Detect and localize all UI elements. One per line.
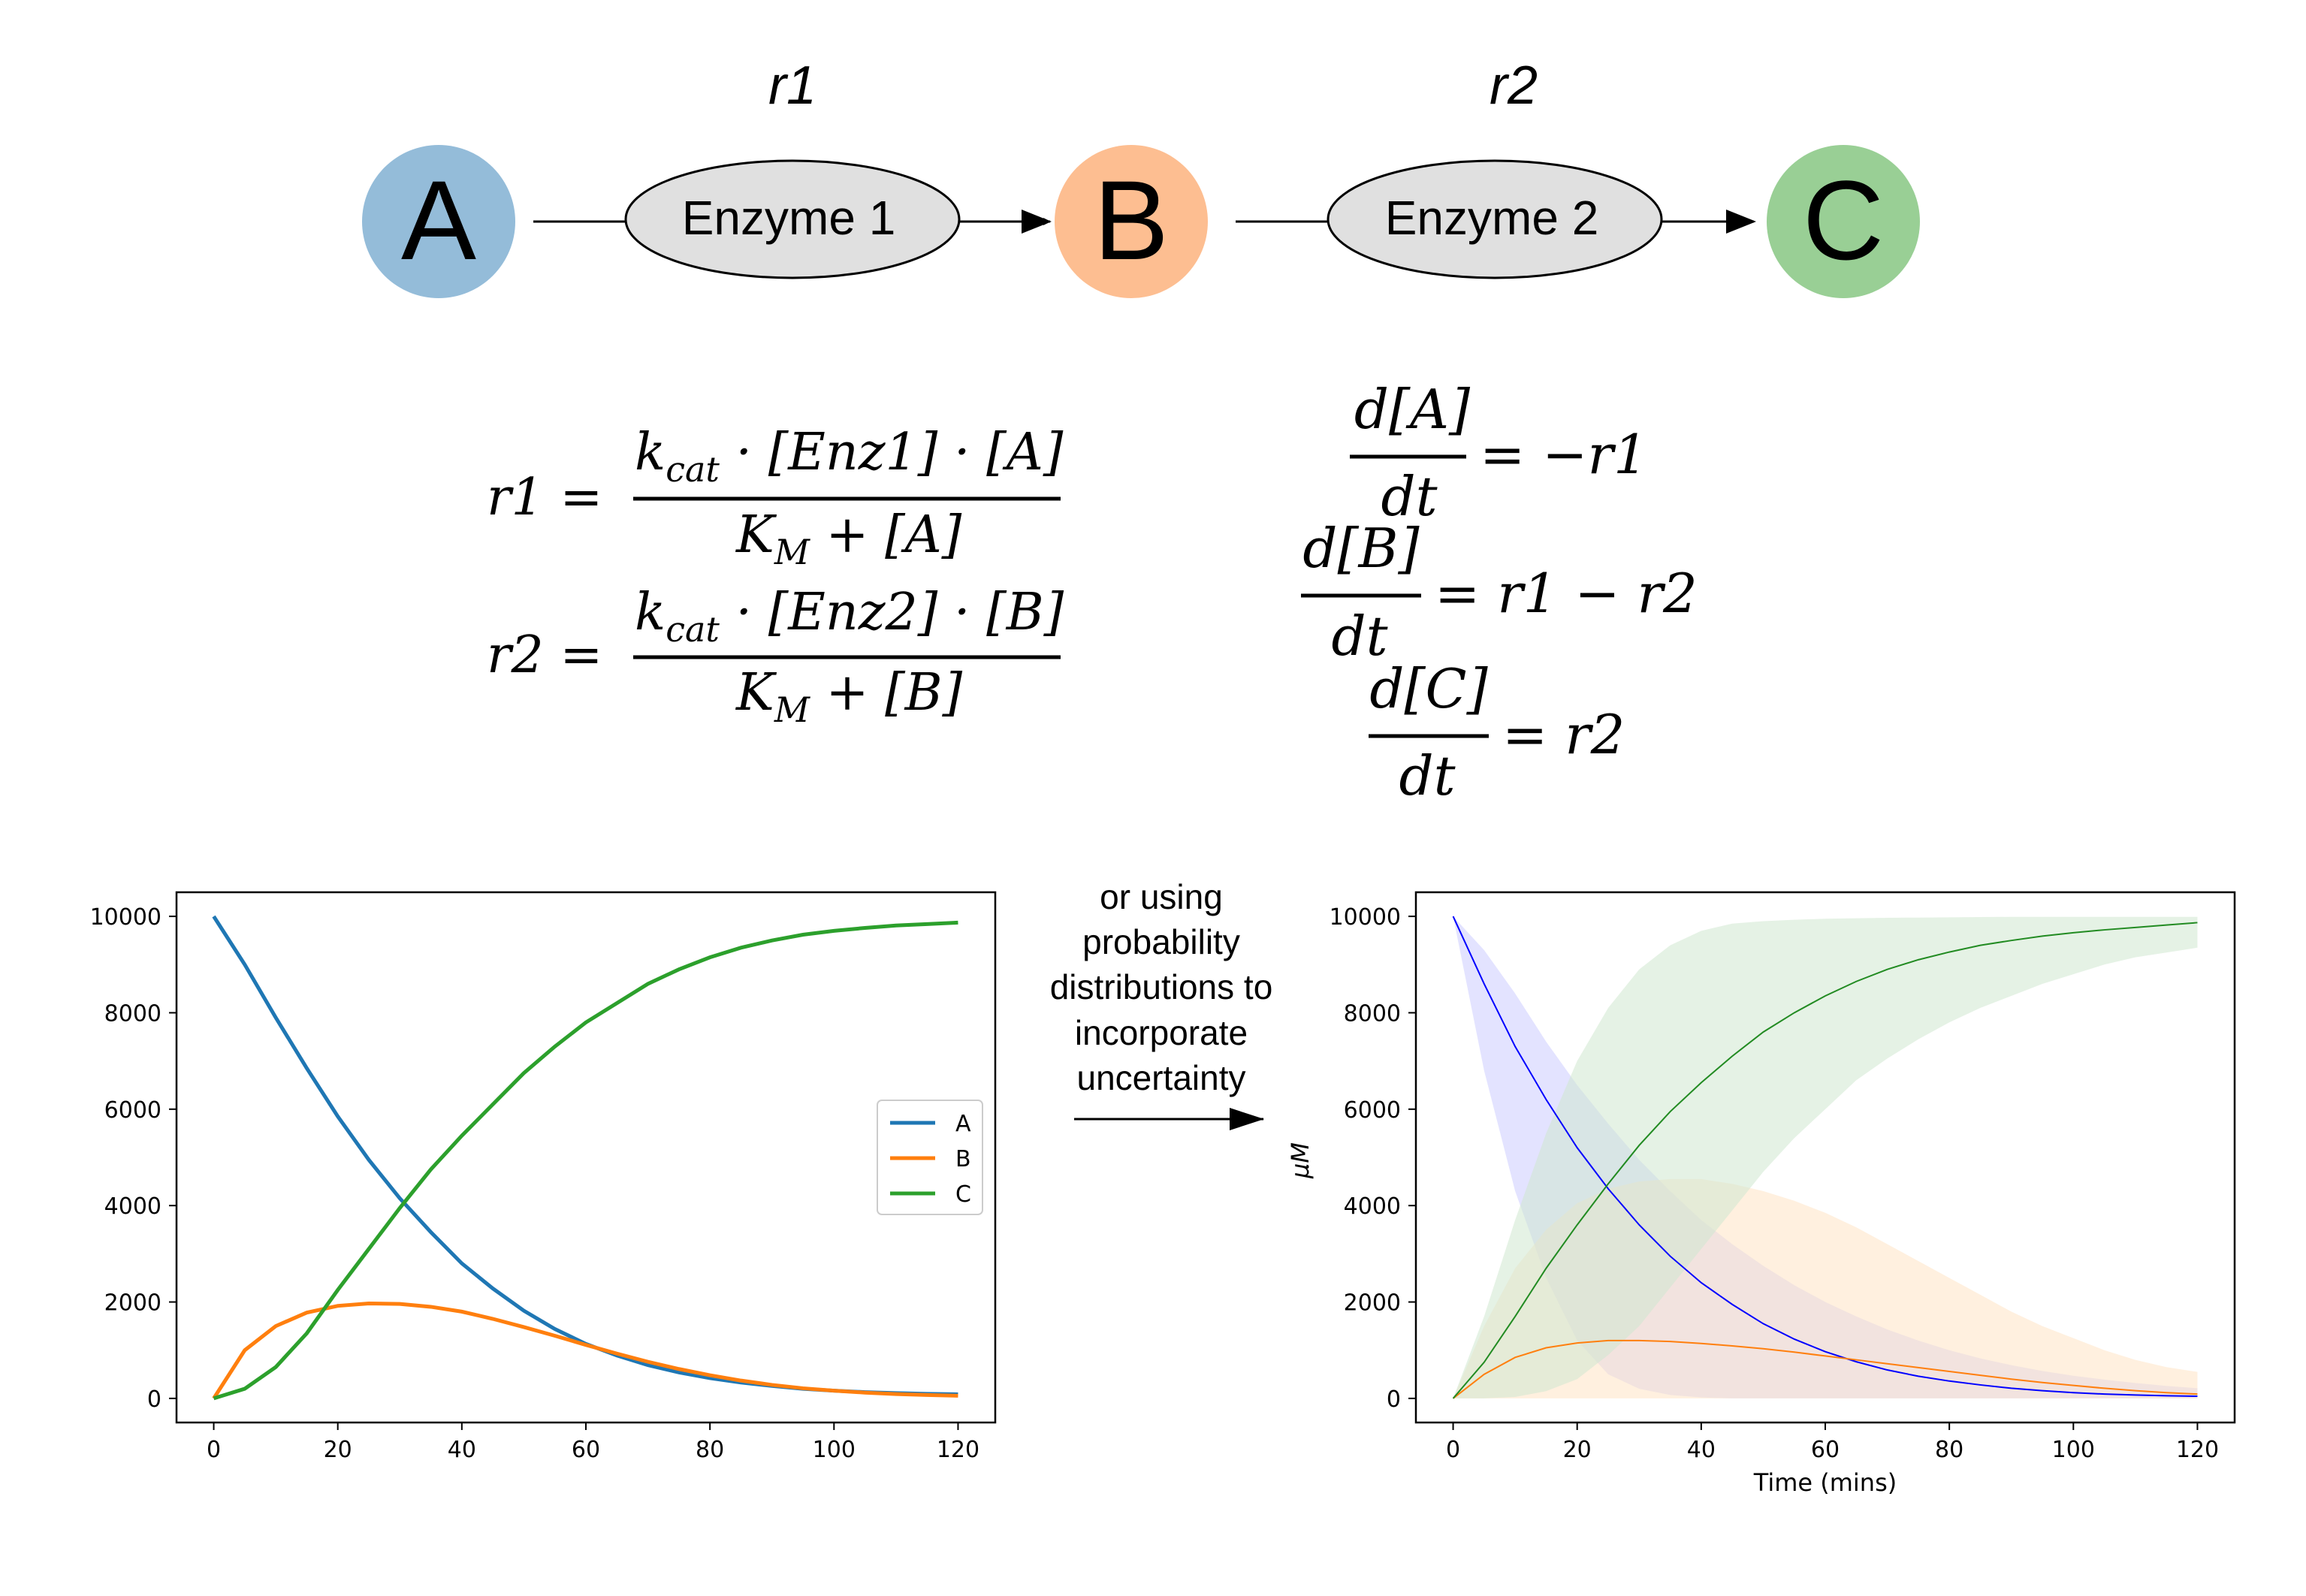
r2-denominator: KM + [B]	[735, 663, 963, 730]
annotation-line-3: distributions to	[1050, 967, 1273, 1006]
y-tick-label: 8000	[1344, 1000, 1401, 1027]
x-tick-label: 40	[1687, 1437, 1716, 1463]
r1-numerator: kcat · [Enz1] · [A]	[635, 423, 1064, 490]
node-b-label: B	[1094, 157, 1169, 283]
legend-label-a: A	[955, 1111, 971, 1137]
x-axis-label: Time (mins)	[1753, 1468, 1897, 1497]
x-tick-label: 120	[2176, 1437, 2219, 1463]
probabilistic-chart-bands	[1453, 916, 2198, 1398]
deterministic-chart: 0 20 40 60 80 100 120 0 2000 4000 6000 8000 10000 AB…	[90, 891, 997, 1463]
y-tick-label: 10000	[1330, 904, 1401, 931]
legend-label-b: B	[955, 1146, 971, 1172]
y-tick-label: 10000	[90, 904, 161, 931]
reaction-label-r2: r2	[1490, 56, 1538, 116]
y-tick-label: 4000	[104, 1193, 161, 1220]
uncertainty-annotation: or using probability distributions to in…	[1050, 877, 1273, 1130]
annotation-line-2: probability	[1082, 922, 1240, 961]
pathway-diagram: r1 r2 A Enzyme 1 B Enzyme 2 C	[362, 56, 1920, 298]
arrowhead-enzyme2-c	[1726, 210, 1756, 234]
node-c-label: C	[1803, 157, 1884, 283]
probabilistic-chart-ticks: 0 20 40 60 80 100 120 0 2000 4000 6000 8000 10000	[1330, 904, 2220, 1463]
x-tick-label: 20	[324, 1437, 352, 1463]
y-tick-label: 2000	[104, 1290, 161, 1317]
x-tick-label: 60	[572, 1437, 600, 1463]
annotation-line-5: uncertainty	[1076, 1058, 1245, 1097]
x-tick-label: 0	[1446, 1437, 1460, 1463]
legend-label-c: C	[955, 1181, 971, 1208]
ode-a-denominator: dt	[1381, 465, 1438, 528]
x-tick-label: 60	[1811, 1437, 1840, 1463]
probabilistic-chart: 0 20 40 60 80 100 120 0 2000 4000 6000 8000 10000 Ti…	[1286, 891, 2236, 1497]
y-tick-label: 0	[147, 1386, 161, 1413]
reaction-label-r1: r1	[768, 56, 816, 116]
x-tick-label: 40	[448, 1437, 476, 1463]
node-a	[362, 145, 515, 298]
y-tick-label: 6000	[104, 1097, 161, 1124]
deterministic-chart-series	[212, 915, 958, 1401]
node-a-label: A	[401, 157, 476, 283]
x-tick-label: 80	[696, 1437, 724, 1463]
arrowhead-enzyme1-b	[1022, 210, 1052, 234]
ode-b-rhs: = r1 − r2	[1435, 562, 1698, 625]
y-axis-label: μM	[1286, 1142, 1314, 1179]
ode-b-denominator: dt	[1331, 605, 1388, 668]
y-tick-label: 6000	[1344, 1097, 1401, 1124]
enzyme-1	[624, 159, 961, 279]
r2-lhs: r2 =	[487, 626, 602, 685]
ode-c-numerator: d[C]	[1369, 657, 1488, 720]
y-tick-label: 0	[1387, 1386, 1401, 1413]
annotation-line-4: incorporate	[1075, 1013, 1248, 1052]
x-tick-label: 120	[937, 1437, 979, 1463]
mean-line-1	[1452, 1339, 2198, 1399]
node-b	[1055, 145, 1208, 298]
mean-line-2	[1452, 922, 2198, 1399]
legend-items: ABC	[890, 1111, 971, 1208]
deterministic-chart-ticks: 0 20 40 60 80 100 120 0 2000 4000 6000 8000 10000	[90, 904, 980, 1463]
node-c	[1767, 145, 1920, 298]
r1-denominator: KM + [A]	[735, 505, 962, 572]
series-a	[212, 915, 958, 1396]
x-tick-label: 20	[1563, 1437, 1592, 1463]
mean-line-0	[1452, 916, 2198, 1398]
enzyme-2-label: Enzyme 2	[1385, 191, 1599, 245]
r2-numerator: kcat · [Enz2] · [B]	[635, 583, 1064, 650]
y-tick-label: 4000	[1344, 1193, 1401, 1220]
ode-c-rhs: = r2	[1502, 703, 1625, 766]
probabilistic-chart-series	[1452, 916, 2198, 1399]
rate-equations: r1 = kcat · [Enz1] · [A] KM + [A] r2 = k…	[487, 423, 1064, 730]
series-b	[212, 1301, 958, 1400]
x-tick-label: 80	[1935, 1437, 1963, 1463]
x-tick-label: 100	[813, 1437, 856, 1463]
ode-a-rhs: = −r1	[1480, 423, 1648, 486]
uncertainty-band-2	[1453, 916, 2198, 1398]
x-tick-label: 0	[207, 1437, 221, 1463]
legend: ABC	[877, 1100, 983, 1215]
ode-a-numerator: d[A]	[1354, 378, 1471, 441]
r1-lhs: r1 =	[487, 468, 602, 527]
y-tick-label: 2000	[1344, 1290, 1401, 1317]
series-c	[213, 920, 958, 1401]
ode-equations: d[A] dt = −r1 d[B] dt = r1 − r2 d[C] dt …	[1301, 378, 1698, 807]
ode-c-denominator: dt	[1399, 744, 1456, 807]
y-tick-label: 8000	[104, 1000, 161, 1027]
annotation-line-1: or using	[1100, 877, 1223, 916]
enzyme-2	[1327, 159, 1663, 279]
ode-b-numerator: d[B]	[1302, 517, 1420, 580]
enzyme-1-label: Enzyme 1	[682, 191, 896, 245]
x-tick-label: 100	[2052, 1437, 2095, 1463]
